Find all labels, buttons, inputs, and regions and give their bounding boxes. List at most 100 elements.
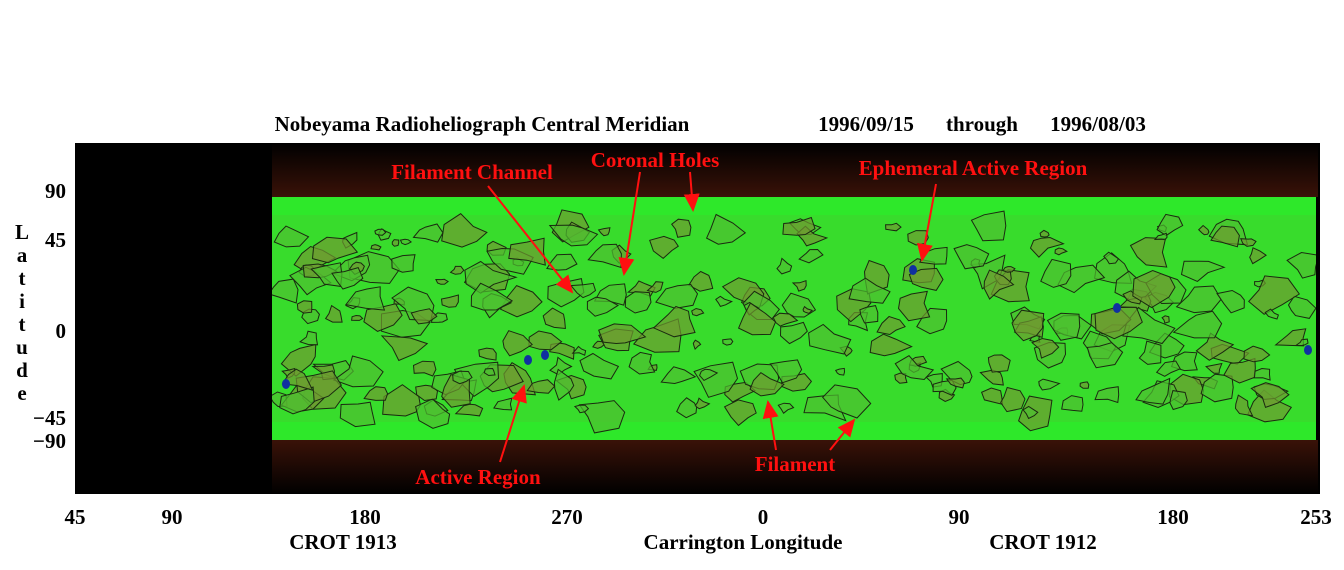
contours — [272, 209, 1316, 434]
contour — [848, 277, 891, 304]
contour — [339, 401, 376, 428]
contour — [692, 339, 702, 351]
contour — [1216, 289, 1245, 314]
contour — [876, 315, 906, 336]
x-tick-label: 90 — [162, 505, 183, 529]
contour — [435, 278, 450, 285]
contour — [1039, 229, 1050, 238]
contour — [553, 368, 575, 401]
contour — [597, 227, 611, 237]
contour — [542, 307, 566, 330]
contour — [598, 323, 647, 345]
contour — [859, 305, 879, 324]
polar-region — [272, 440, 1318, 494]
contour — [412, 223, 444, 243]
contour — [1103, 251, 1120, 265]
contour — [1000, 386, 1026, 413]
x-tick-label: 45 — [65, 505, 86, 529]
contour — [1287, 295, 1316, 319]
contour — [332, 355, 384, 388]
y-tick-label: 0 — [56, 319, 67, 343]
date: 1996/09/15 — [818, 112, 914, 136]
contour — [822, 384, 872, 419]
bright-spot — [524, 355, 532, 365]
contour — [351, 314, 364, 321]
contour — [834, 367, 846, 376]
contour — [592, 340, 605, 349]
contour — [331, 266, 364, 290]
x-tick-label: 270 — [551, 505, 583, 529]
contour — [791, 280, 807, 292]
contour — [410, 308, 438, 325]
contour — [1234, 394, 1254, 417]
contour — [705, 213, 747, 245]
contour — [1172, 310, 1223, 339]
bright-spot — [541, 350, 549, 360]
contour — [1138, 340, 1162, 365]
contour — [1247, 275, 1301, 315]
contour — [1079, 381, 1090, 389]
contour — [449, 265, 465, 275]
contour — [699, 368, 719, 382]
contour — [1132, 269, 1176, 309]
contour — [688, 270, 714, 292]
contour — [1205, 362, 1223, 374]
contour — [1038, 378, 1061, 391]
bright-spot — [282, 379, 290, 389]
contour — [1153, 232, 1168, 241]
contour — [987, 354, 1011, 373]
annotation: Filament Channel — [391, 160, 553, 184]
contour — [772, 312, 799, 327]
contour — [454, 403, 484, 417]
contour — [1054, 247, 1068, 256]
bright-spot — [1304, 345, 1312, 355]
contour — [299, 330, 319, 346]
x-tick-label: 180 — [349, 505, 381, 529]
contour — [272, 278, 299, 304]
contour — [1031, 337, 1060, 359]
contour — [1286, 251, 1316, 279]
contour — [1156, 213, 1184, 237]
rotation-label: CROT 1912 — [989, 530, 1097, 554]
annotation: Active Region — [415, 465, 541, 489]
contour — [1094, 306, 1143, 340]
contour — [587, 243, 622, 269]
annotation: Ephemeral Active Region — [859, 156, 1088, 180]
contour — [1155, 360, 1181, 377]
contour — [273, 225, 310, 248]
contour — [1175, 285, 1222, 314]
contour — [380, 335, 429, 362]
contour — [1240, 238, 1257, 247]
contour — [970, 210, 1007, 242]
contour — [1210, 225, 1240, 248]
contour — [1169, 390, 1188, 411]
contour — [1195, 332, 1235, 361]
contour — [1180, 260, 1226, 282]
y-tick-label: −90 — [33, 429, 66, 453]
contour — [777, 402, 795, 414]
contour — [579, 352, 620, 380]
contour — [776, 257, 793, 275]
contour — [676, 397, 698, 419]
contour — [1046, 312, 1081, 341]
x-tick-label: 253 — [1300, 505, 1332, 529]
contour — [749, 372, 785, 397]
contour — [502, 330, 533, 357]
contour — [324, 304, 343, 323]
contour — [769, 359, 803, 384]
contour — [310, 262, 343, 287]
polar-region — [272, 143, 1318, 197]
y-tick-label: 90 — [45, 179, 66, 203]
title: Nobeyama Radioheliograph Central Meridia… — [275, 112, 690, 136]
contour — [652, 305, 696, 338]
contour — [737, 302, 777, 336]
contour — [569, 282, 597, 299]
contour — [980, 387, 1004, 405]
contour — [391, 239, 400, 247]
contour — [1161, 315, 1170, 324]
annotation: Filament — [755, 452, 835, 476]
annotation: Coronal Holes — [591, 148, 720, 172]
contour — [571, 345, 587, 356]
contour — [370, 244, 382, 251]
contour — [1249, 247, 1268, 265]
